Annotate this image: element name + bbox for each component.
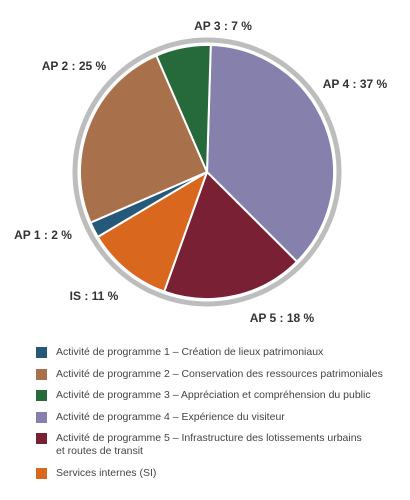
pie-slice-ap3 [155,44,212,173]
pie-slice-ap5 [163,171,298,300]
slice-label-ap3: AP 3 : 7 % [194,19,252,33]
pie-labels: AP 4 : 37 % AP 5 : 18 % IS : 11 % AP 1 : 2 … [14,19,387,325]
legend-label-ap3: Activité de programme 3 – Appréciation e… [56,389,371,401]
legend-label-ap1: Activité de programme 1 – Création de li… [56,346,324,358]
legend-item-ap1: Activité de programme 1 – Création de li… [36,346,396,359]
legend-swatch-ap4 [36,411,47,423]
legend-label-si: Services internes (SI) [56,466,157,479]
legend-item-ap2: Activité de programme 2 – Conservation d… [36,368,396,381]
legend-swatch-ap3 [36,390,47,401]
legend-item-ap3: Activité de programme 3 – Appréciation e… [36,389,396,402]
legend-swatch-ap1 [36,347,47,358]
legend-swatch-si [36,467,47,479]
pie-chart-svg: AP 4 : 37 % AP 5 : 18 % IS : 11 % AP 1 : 2 … [14,19,387,325]
pie-slice-si [96,171,208,293]
slice-label-si: IS : 11 % [70,289,119,303]
slice-label-ap2: AP 2 : 25 % [42,59,107,73]
pie-slice-ap2 [79,54,208,224]
legend-item-ap5: Activité de programme 5 – Infrastructure… [36,432,396,458]
pie-outer-ring [72,37,342,307]
legend-swatch-ap5 [36,433,47,444]
legend-swatch-ap2 [36,368,47,380]
slice-label-ap5: AP 5 : 18 % [250,311,315,325]
slice-label-ap1: AP 1 : 2 % [14,228,72,242]
pie-chart: AP 4 : 37 % AP 5 : 18 % IS : 11 % AP 1 : 2 … [14,19,387,325]
pie-slice-ap4 [206,44,335,263]
legend-item-si: Services internes (SI) [36,467,396,480]
legend-label-ap4: Activité de programme 4 – Expérience du … [56,410,285,423]
legend: Activité de programme 1 – Création de li… [36,346,396,488]
slice-label-ap4: AP 4 : 37 % [323,77,388,91]
legend-label-ap2: Activité de programme 2 – Conservation d… [56,367,383,380]
legend-label-ap5: Activité de programme 5 – Infrastructure… [56,432,362,457]
pie-slices [79,44,335,300]
legend-item-ap4: Activité de programme 4 – Expérience du … [36,411,396,424]
